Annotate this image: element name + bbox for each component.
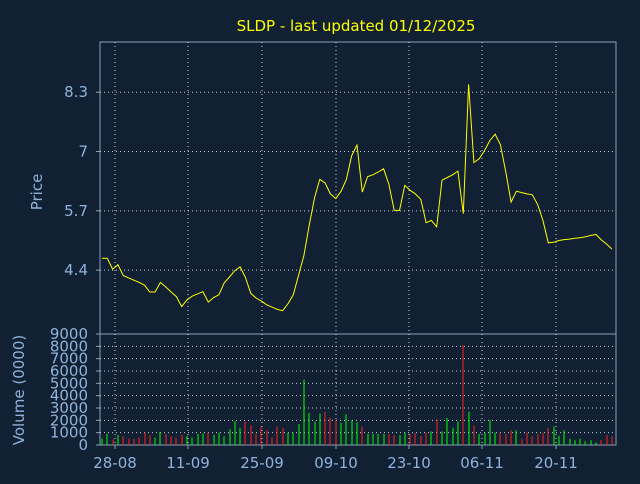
price-panel: 8.3 7 5.7 4.4 Price	[28, 41, 617, 335]
volume-y-tick-label: 4000	[50, 387, 88, 405]
x-tick-label: 25-09	[240, 454, 284, 472]
volume-y-tick-label: 7000	[50, 350, 88, 368]
x-axis-ticks: 28-08 11-09 25-09 09-10 23-10 06-11 20-11	[93, 445, 578, 472]
volume-axis-label: Volume (0000)	[10, 335, 28, 445]
volume-y-tick-label: 3000	[50, 399, 88, 417]
price-y-tick-label: 8.3	[64, 83, 88, 101]
volume-y-tick-label: 8000	[50, 337, 88, 355]
price-y-ticks: 8.3 7 5.7 4.4	[64, 83, 100, 279]
x-tick-label: 06-11	[460, 454, 504, 472]
price-y-tick-label: 7	[78, 143, 88, 161]
volume-plot-area	[99, 333, 617, 446]
x-tick-label: 09-10	[314, 454, 358, 472]
price-y-tick-label: 5.7	[64, 202, 88, 220]
volume-y-tick-label: 9000	[50, 325, 88, 343]
volume-y-tick-label: 5000	[50, 374, 88, 392]
price-axis-label: Price	[28, 174, 46, 211]
price-y-tick-label: 4.4	[64, 261, 88, 279]
chart-title: SLDP - last updated 01/12/2025	[237, 17, 476, 35]
volume-y-tick-label: 6000	[50, 362, 88, 380]
x-tick-label: 23-10	[387, 454, 431, 472]
price-series-line	[102, 84, 613, 312]
volume-y-tick-label: 0	[78, 436, 88, 454]
price-plot-area	[99, 41, 617, 335]
x-tick-label: 11-09	[166, 454, 210, 472]
x-tick-label: 20-11	[534, 454, 578, 472]
price-grid	[100, 42, 616, 334]
volume-y-tick-label: 1000	[50, 424, 88, 442]
volume-y-tick-label: 2000	[50, 411, 88, 429]
x-tick-label: 28-08	[93, 454, 137, 472]
volume-bars	[101, 345, 613, 445]
